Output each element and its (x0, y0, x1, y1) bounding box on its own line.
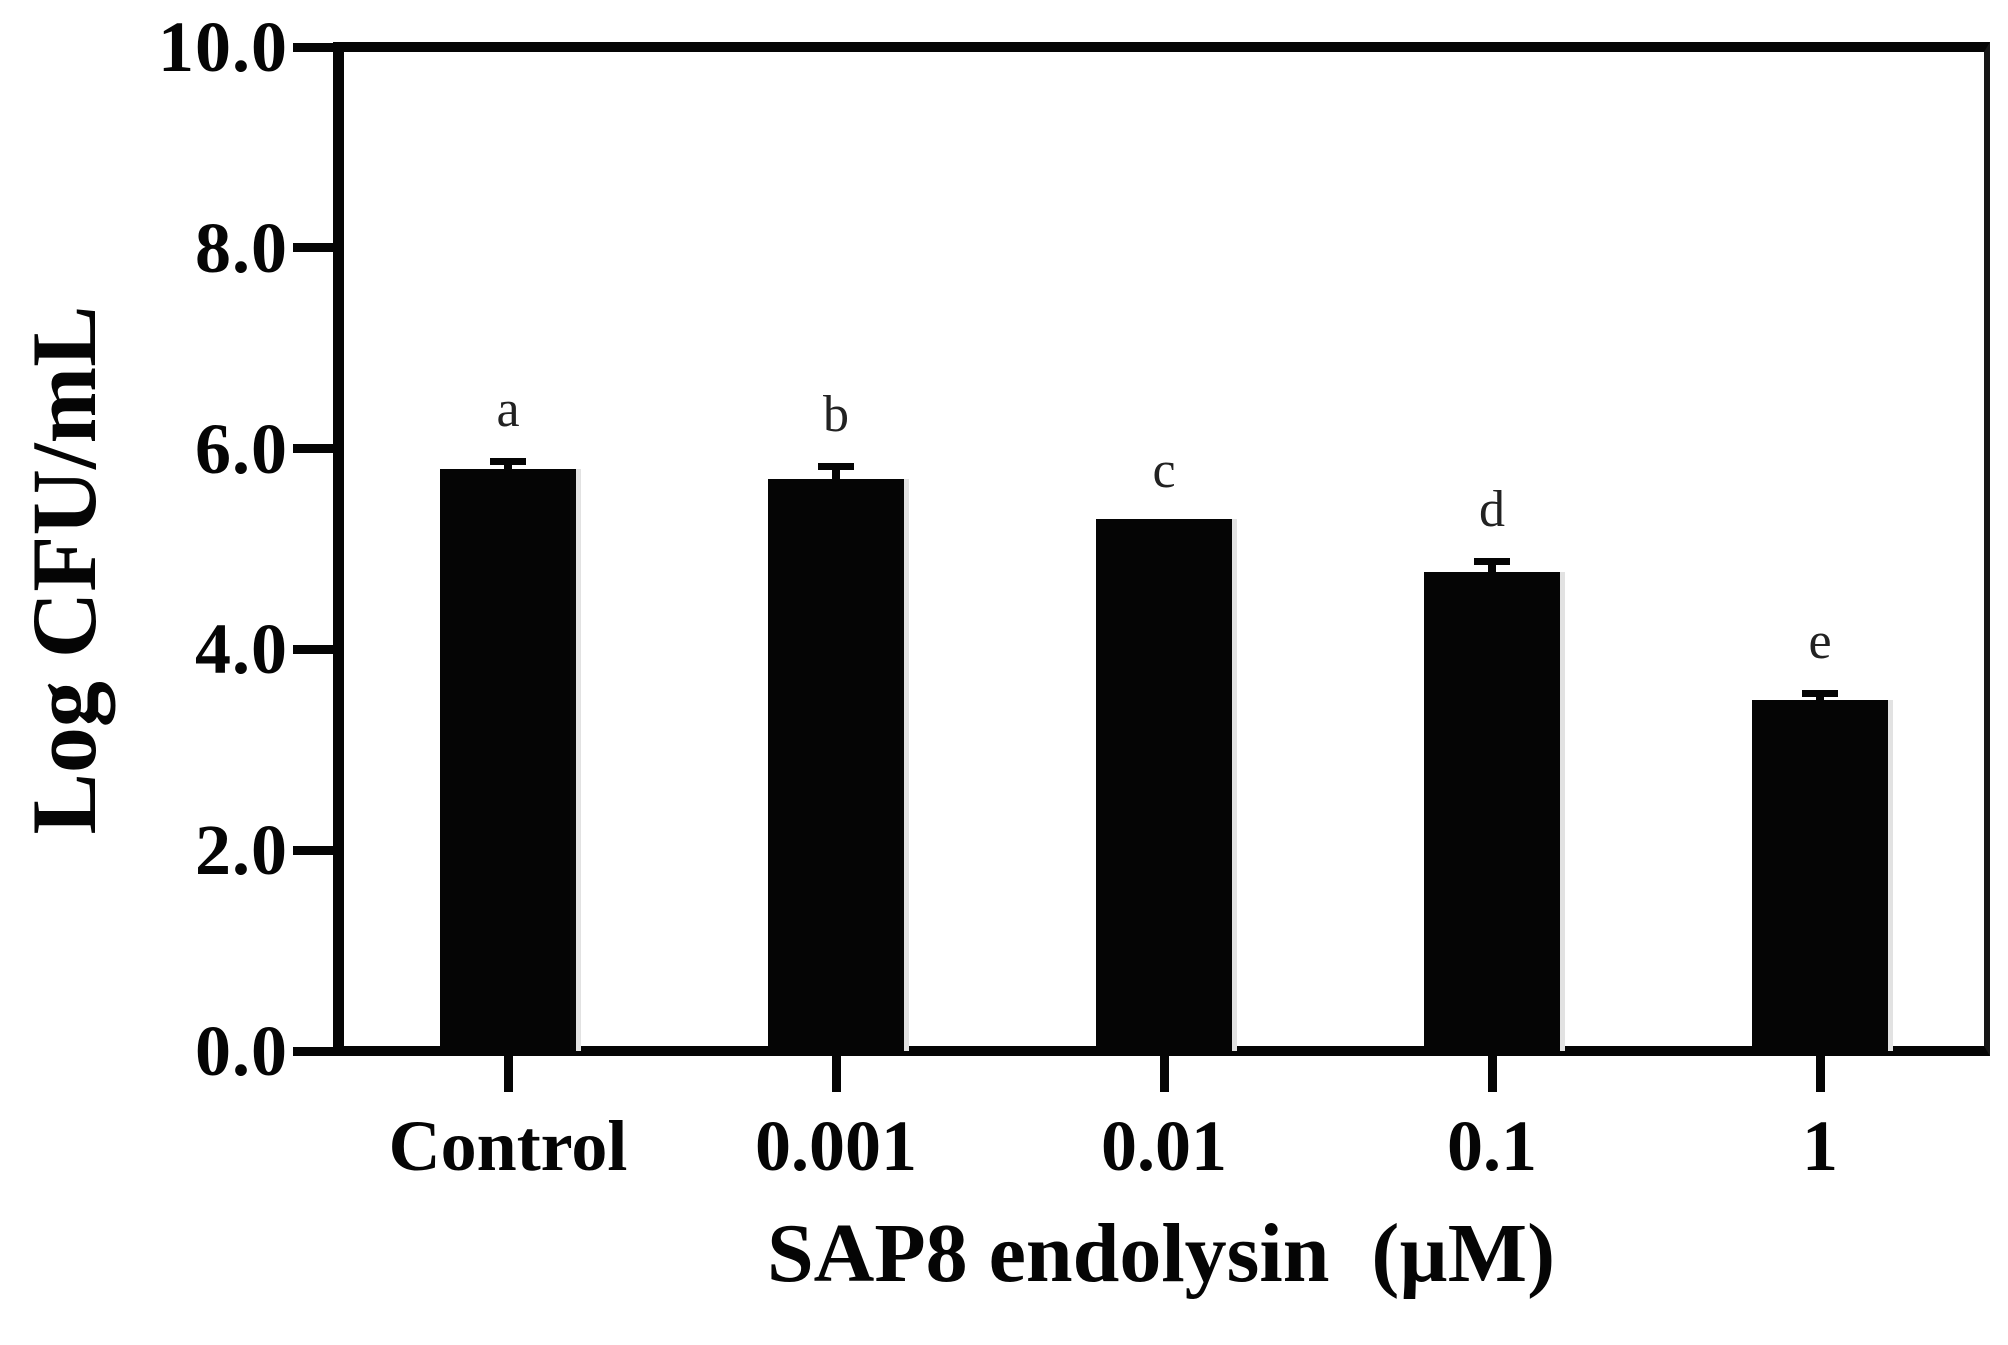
x-axis-tick (831, 1056, 841, 1092)
bar-0.1 (1424, 572, 1560, 1051)
x-axis-tick-label: 0.01 (1101, 1106, 1227, 1186)
significance-letter: d (1479, 481, 1505, 539)
significance-letter: c (1152, 441, 1176, 499)
y-axis-tick (293, 845, 335, 855)
bar-Control (440, 468, 576, 1051)
error-bar-cap (1474, 558, 1510, 566)
x-axis-tick-label: 0.001 (755, 1106, 917, 1186)
y-axis-tick-label: 2.0 (195, 810, 288, 891)
bar-0.001 (768, 478, 904, 1051)
y-axis-tick-label: 6.0 (195, 408, 288, 489)
y-axis-tick (293, 243, 335, 253)
bar-1 (1752, 699, 1888, 1051)
x-axis-title: SAP8 endolysin (µM) (766, 1207, 1556, 1300)
y-axis-tick (293, 1046, 335, 1056)
bar-0.01 (1096, 518, 1232, 1051)
x-axis-tick-label: 0.1 (1447, 1106, 1537, 1186)
x-axis-tick (1487, 1056, 1497, 1092)
error-bar-cap (490, 457, 526, 465)
y-axis-tick-label: 0.0 (195, 1011, 288, 1091)
y-axis-tick-label: 10.0 (158, 7, 288, 87)
error-bar-whisker (1488, 564, 1496, 573)
significance-letter: e (1808, 612, 1832, 670)
y-axis-title: Log CFU/mL (13, 305, 115, 835)
x-axis-tick-label: 1 (1802, 1106, 1838, 1186)
x-axis-tick (1815, 1056, 1825, 1092)
x-axis-tick (503, 1056, 513, 1092)
error-bar-whisker (832, 468, 840, 479)
y-axis-tick (293, 444, 335, 454)
y-axis-tick (293, 644, 335, 654)
significance-letter: a (496, 380, 520, 438)
error-bar-whisker (1816, 695, 1824, 700)
error-bar-cap (1802, 689, 1838, 697)
error-bar-cap (818, 462, 854, 470)
y-axis-tick-label: 4.0 (195, 609, 288, 690)
x-axis-tick (1159, 1056, 1169, 1092)
error-bar-whisker (504, 463, 512, 469)
y-axis-tick-label: 8.0 (195, 207, 288, 288)
significance-letter: b (823, 385, 849, 443)
x-axis-tick-label: Control (388, 1106, 628, 1186)
y-axis-tick (293, 42, 335, 52)
